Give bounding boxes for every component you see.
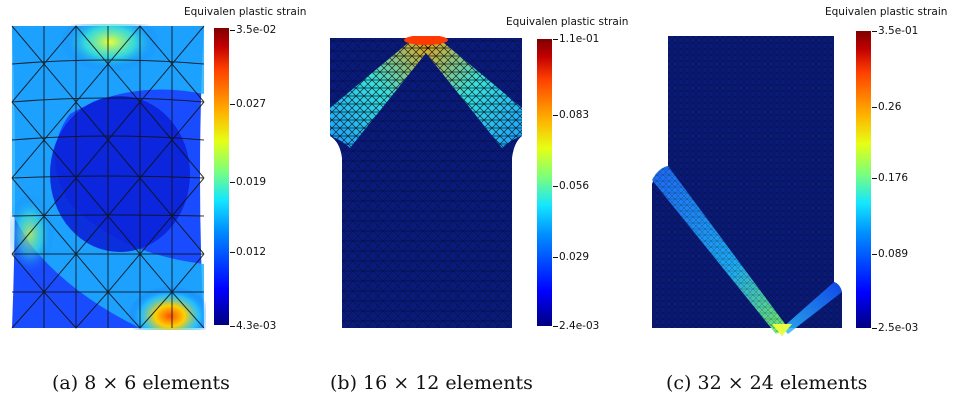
mesh-lines-a xyxy=(11,25,205,329)
colorbar-title-c: Equivalen plastic strain xyxy=(825,6,948,18)
colorbar-b xyxy=(537,39,552,326)
caption-b: (b) 16 × 12 elements xyxy=(330,372,533,394)
colorbar-tick-a-3: 0.012 xyxy=(229,246,267,258)
colorbar-tick-b-0: 1.1e-01 xyxy=(552,33,600,45)
colorbar-tick-b-1: 0.083 xyxy=(552,109,590,121)
colorbar-tick-c-1: 0.26 xyxy=(871,101,902,113)
caption-c: (c) 32 × 24 elements xyxy=(666,372,868,394)
colorbar-c xyxy=(856,31,871,328)
colorbar-title-a: Equivalen plastic strain xyxy=(184,6,307,18)
colorbar-tick-b-3: 0.029 xyxy=(552,251,590,263)
colorbar-title-b: Equivalen plastic strain xyxy=(506,16,629,28)
colorbar-tick-a-2: 0.019 xyxy=(229,176,267,188)
colorbar-tick-b-2: 0.056 xyxy=(552,180,590,192)
mesh-plot-c xyxy=(652,36,842,336)
strain-band-a xyxy=(12,26,204,328)
colorbar-tick-c-3: 0.089 xyxy=(871,248,909,260)
mesh-plot-b xyxy=(330,36,522,328)
colorbar-tick-c-4: 2.5e-03 xyxy=(871,322,919,334)
colorbar-tick-a-4: 4.3e-03 xyxy=(229,320,277,332)
colorbar-a xyxy=(214,28,229,325)
mesh-plot-a xyxy=(10,24,206,330)
colorbar-tick-c-2: 0.176 xyxy=(871,172,909,184)
strain-band-b xyxy=(330,36,522,148)
colorbar-tick-c-0: 3.5e-01 xyxy=(871,25,919,37)
strain-band-c xyxy=(652,166,842,336)
colorbar-tick-b-4: 2.4e-03 xyxy=(552,320,600,332)
colorbar-tick-a-1: 0.027 xyxy=(229,98,267,110)
caption-a: (a) 8 × 6 elements xyxy=(52,372,230,394)
colorbar-tick-a-0: 3.5e-02 xyxy=(229,24,277,36)
